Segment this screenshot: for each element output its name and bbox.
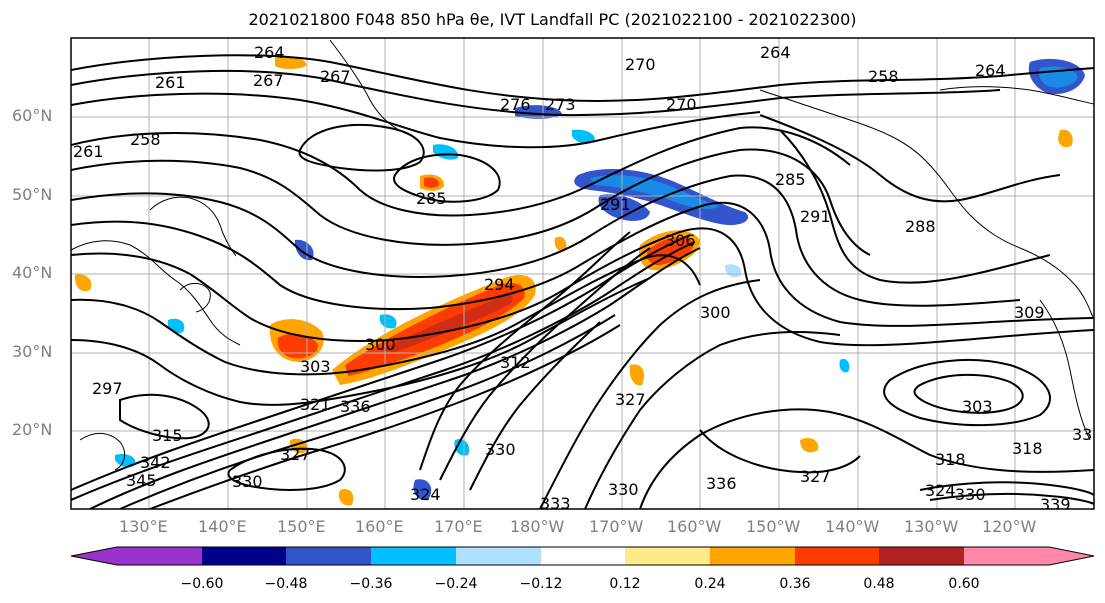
map-frame (70, 37, 1095, 510)
contour-label: 330 (232, 472, 263, 491)
contour-label: 309 (1014, 303, 1045, 322)
contour-label: 267 (320, 67, 351, 86)
lon-label: 140°E (198, 517, 247, 536)
contour-label: 261 (73, 142, 104, 161)
lon-label: 160°W (667, 517, 722, 536)
theta-e-contours (71, 54, 1094, 509)
lon-label: 120°W (982, 517, 1037, 536)
contour-label: 270 (666, 95, 697, 114)
lon-label: 180°W (510, 517, 565, 536)
colorbar-segment (371, 547, 456, 565)
contour-label: 336 (706, 474, 737, 493)
contour-label: 330 (608, 480, 639, 499)
contour-label: 315 (152, 426, 183, 445)
colorbar-segment (625, 547, 710, 565)
lon-label: 130°E (119, 517, 168, 536)
graticule (71, 38, 1094, 509)
colorbar-extend-low (71, 547, 117, 565)
colorbar-tick-label: −0.60 (180, 576, 224, 592)
colorbar-tick-label: −0.48 (264, 576, 308, 592)
contour-label: 258 (130, 130, 161, 149)
colorbar-tick-label: 0.36 (779, 576, 811, 592)
contour-label: 285 (416, 189, 447, 208)
contour-label: 327 (800, 467, 831, 486)
colorbar-segment (202, 547, 286, 565)
colorbar-tick-label: 0.48 (863, 576, 895, 592)
contour-label: 306 (665, 231, 696, 250)
colorbar-segment (879, 547, 964, 565)
coastlines (71, 39, 1094, 471)
contour-label: 318 (1012, 439, 1043, 458)
lon-label: 160°E (355, 517, 404, 536)
lon-label: 170°W (589, 517, 644, 536)
lat-label-40n: 40°N (12, 263, 53, 282)
lon-label: 130°W (904, 517, 959, 536)
map-title: 2021021800 F048 850 hPa θe, IVT Landfall… (248, 10, 857, 29)
contour-label: 342 (140, 453, 171, 472)
colorbar-segment (286, 547, 371, 565)
contour-label: 312 (500, 353, 531, 372)
colorbar-tick-label: −0.24 (434, 576, 478, 592)
contour-label: 267 (253, 71, 284, 90)
colorbar-outline (70, 546, 1095, 566)
colorbar (70, 546, 1095, 566)
contour-label: 294 (484, 275, 515, 294)
colorbar-segment (456, 547, 541, 565)
lat-label-60n: 60°N (12, 106, 53, 125)
contour-label: 264 (975, 61, 1006, 80)
colorbar-tick-label: 0.12 (609, 576, 641, 592)
contour-label: 333 (540, 494, 571, 513)
contour-label: 285 (775, 170, 806, 189)
colorbar-segment (541, 547, 625, 565)
contour-label: 303 (300, 357, 331, 376)
contour-label: 327 (280, 445, 311, 464)
lon-label: 140°W (825, 517, 880, 536)
contour-labels: 261 258 261 264 267 267 270 276 273 270 … (73, 43, 1103, 514)
contour-label: 330 (485, 440, 516, 459)
contour-label: 258 (868, 67, 899, 86)
colorbar-tick-label: 0.24 (694, 576, 726, 592)
contour-label: 303 (962, 397, 993, 416)
colorbar-segment (710, 547, 795, 565)
contour-label: 339 (1040, 495, 1071, 514)
lat-label-30n: 30°N (12, 342, 53, 361)
colorbar-tick-label: −0.12 (519, 576, 563, 592)
contour-label: 345 (126, 471, 157, 490)
contour-label: 321 (300, 395, 331, 414)
colorbar-segment (964, 547, 1049, 565)
contour-label: 324 (925, 481, 956, 500)
map-plot-area: 261 258 261 264 267 267 270 276 273 270 … (71, 38, 1103, 514)
contour-label: 297 (92, 379, 123, 398)
contour-label: 300 (365, 335, 396, 354)
contour-label: 273 (545, 95, 576, 114)
contour-label: 318 (935, 450, 966, 469)
contour-label: 261 (155, 73, 186, 92)
contour-label: 324 (410, 485, 441, 504)
contour-label: 276 (500, 95, 531, 114)
colorbar-segment (117, 547, 202, 565)
contour-label: 333 (1072, 425, 1103, 444)
contour-label: 336 (340, 397, 371, 416)
colorbar-extend-high (1049, 547, 1094, 565)
contour-label: 264 (760, 43, 791, 62)
colorbar-tick-label: −0.36 (349, 576, 393, 592)
lon-label: 170°E (434, 517, 483, 536)
contour-label: 291 (800, 207, 831, 226)
lat-label-20n: 20°N (12, 420, 53, 439)
contour-label: 291 (600, 195, 631, 214)
colorbar-tick-label: 0.60 (948, 576, 980, 592)
lon-label: 150°W (746, 517, 801, 536)
contour-label: 300 (700, 303, 731, 322)
colorbar-segment (795, 547, 879, 565)
contour-label: 288 (905, 217, 936, 236)
lon-label: 150°E (277, 517, 326, 536)
contour-label: 330 (955, 485, 986, 504)
contour-label: 264 (254, 43, 285, 62)
contour-label: 270 (625, 55, 656, 74)
lat-label-50n: 50°N (12, 185, 53, 204)
contour-label: 327 (615, 390, 646, 409)
